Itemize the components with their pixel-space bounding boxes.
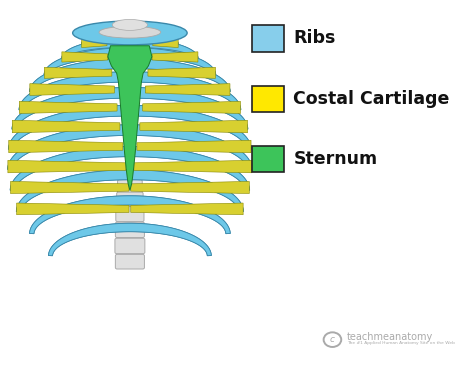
Text: Costal Cartilage: Costal Cartilage [293, 90, 450, 108]
Polygon shape [62, 52, 108, 62]
FancyBboxPatch shape [252, 86, 283, 112]
Polygon shape [12, 87, 248, 129]
Polygon shape [12, 120, 120, 133]
Text: Sternum: Sternum [293, 150, 377, 168]
Polygon shape [108, 46, 152, 190]
Ellipse shape [73, 21, 187, 45]
Polygon shape [29, 196, 230, 234]
FancyBboxPatch shape [252, 25, 283, 52]
Polygon shape [19, 101, 117, 113]
Polygon shape [48, 223, 211, 256]
Polygon shape [17, 203, 129, 215]
Polygon shape [8, 160, 126, 173]
Polygon shape [131, 182, 249, 194]
Polygon shape [140, 120, 247, 133]
Polygon shape [9, 140, 123, 153]
Ellipse shape [112, 19, 147, 30]
Polygon shape [16, 170, 244, 212]
Polygon shape [19, 72, 241, 110]
FancyBboxPatch shape [115, 254, 145, 269]
FancyBboxPatch shape [117, 192, 143, 207]
Polygon shape [44, 48, 216, 75]
FancyBboxPatch shape [118, 180, 142, 194]
Polygon shape [62, 38, 198, 58]
Polygon shape [10, 182, 129, 194]
Polygon shape [48, 223, 211, 256]
Polygon shape [9, 105, 251, 149]
Polygon shape [44, 48, 216, 75]
Polygon shape [134, 160, 252, 173]
Polygon shape [148, 67, 216, 78]
FancyBboxPatch shape [116, 206, 144, 222]
Polygon shape [137, 140, 251, 153]
Polygon shape [10, 146, 250, 190]
Polygon shape [82, 32, 178, 44]
Polygon shape [62, 38, 198, 58]
Polygon shape [152, 52, 198, 62]
Text: teachmeanatomy: teachmeanatomy [347, 332, 433, 342]
Text: Ribs: Ribs [293, 29, 336, 48]
Polygon shape [82, 38, 107, 48]
FancyBboxPatch shape [252, 146, 283, 172]
Polygon shape [131, 203, 243, 215]
FancyBboxPatch shape [115, 222, 145, 238]
Polygon shape [29, 196, 230, 234]
Polygon shape [16, 170, 244, 212]
Polygon shape [29, 59, 230, 92]
FancyBboxPatch shape [115, 238, 145, 254]
Polygon shape [30, 84, 114, 96]
Polygon shape [10, 146, 250, 190]
Text: The #1 Applied Human Anatomy Site on the Web: The #1 Applied Human Anatomy Site on the… [347, 341, 455, 345]
Polygon shape [12, 87, 248, 129]
Polygon shape [29, 59, 230, 92]
Polygon shape [143, 101, 240, 113]
Polygon shape [146, 84, 230, 96]
Ellipse shape [99, 26, 161, 38]
Polygon shape [8, 125, 252, 169]
Polygon shape [153, 38, 178, 48]
Polygon shape [82, 32, 178, 44]
Polygon shape [8, 125, 252, 169]
Polygon shape [9, 105, 251, 149]
Polygon shape [19, 72, 241, 110]
Text: c: c [330, 335, 335, 344]
Polygon shape [44, 67, 112, 78]
